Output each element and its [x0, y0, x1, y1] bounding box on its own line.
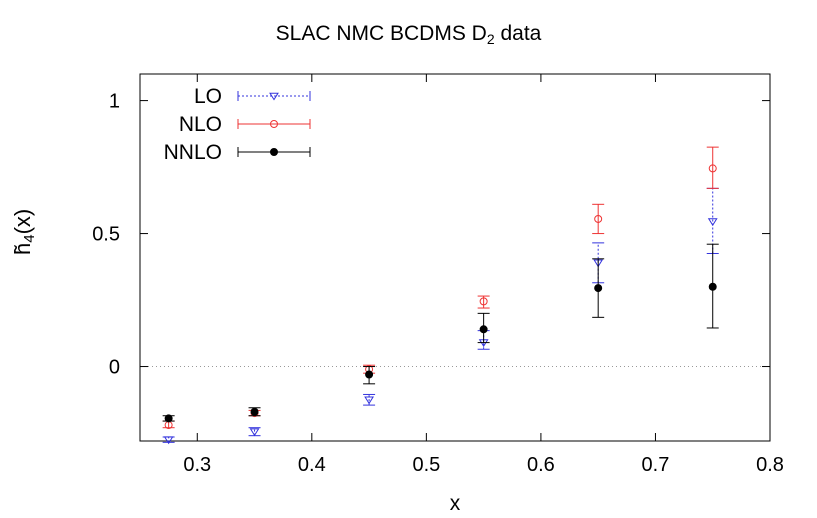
- nnlo-point: [594, 284, 603, 293]
- y-axis-label-main: h̃: [10, 242, 35, 255]
- lo-point: [364, 396, 374, 405]
- y-tick-label: 0.5: [92, 224, 120, 246]
- legend-label-nlo: NLO: [179, 113, 222, 136]
- legend-marker-lo: [269, 92, 279, 101]
- nnlo-point: [365, 370, 374, 379]
- nnlo-point: [250, 407, 259, 416]
- chart-title-suffix: data: [494, 22, 542, 45]
- nlo-point: [594, 214, 603, 223]
- x-tick-label: 0.7: [642, 454, 670, 476]
- x-tick-label: 0.4: [298, 454, 326, 476]
- nnlo-point: [479, 325, 488, 334]
- y-tick-label: 1: [109, 91, 120, 113]
- y-axis-label: h̃4(x): [10, 209, 38, 255]
- chart-title-text: SLAC NMC BCDMS D: [275, 22, 487, 45]
- nlo-point: [479, 297, 488, 306]
- lo-point: [163, 436, 174, 445]
- x-tick-label: 0.6: [527, 454, 555, 476]
- x-tick-label: 0.8: [756, 454, 784, 476]
- x-tick-label: 0.3: [183, 454, 211, 476]
- chart-title-subscript: 2: [486, 31, 495, 47]
- nlo-point: [708, 164, 717, 173]
- x-axis-label: x: [449, 492, 461, 515]
- y-tick-label: 0: [109, 357, 120, 379]
- plot-frame: [139, 73, 771, 442]
- lo-point: [707, 218, 718, 227]
- lo-point: [249, 428, 260, 437]
- legend-label-nnlo: NNLO: [164, 141, 222, 164]
- y-axis-label-suffix: (x): [10, 208, 35, 235]
- x-tick-label: 0.5: [412, 454, 440, 476]
- y-axis-label-subscript: 4: [21, 234, 38, 243]
- nnlo-point: [164, 414, 173, 423]
- legend-marker-nnlo: [270, 148, 278, 156]
- legend-label-lo: LO: [194, 85, 222, 108]
- legend-marker-nlo: [270, 120, 278, 128]
- chart-title: SLAC NMC BCDMS D2 data: [0, 22, 817, 47]
- nnlo-point: [708, 282, 717, 291]
